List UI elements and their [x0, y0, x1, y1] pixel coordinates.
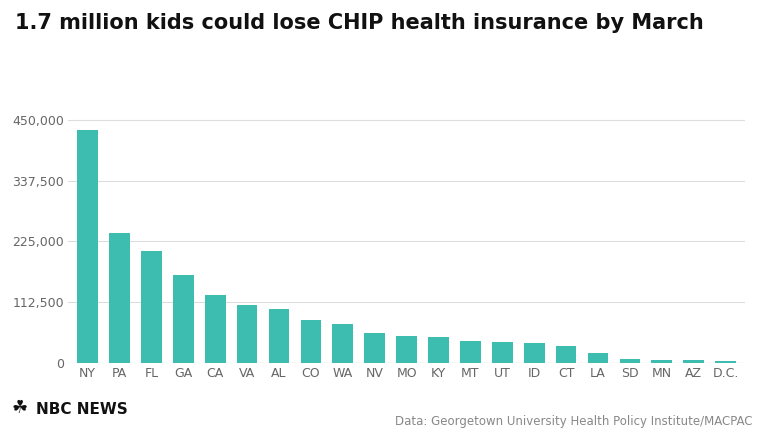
Bar: [524, 343, 545, 363]
Bar: [364, 333, 385, 363]
Bar: [332, 324, 353, 363]
Bar: [204, 295, 226, 363]
Bar: [587, 353, 609, 363]
Bar: [683, 360, 704, 363]
Bar: [460, 341, 481, 363]
Bar: [428, 337, 449, 363]
Bar: [173, 276, 194, 363]
Bar: [651, 359, 672, 363]
Bar: [78, 130, 98, 363]
Text: 1.7 million kids could lose CHIP health insurance by March: 1.7 million kids could lose CHIP health …: [15, 13, 704, 33]
Text: NBC NEWS: NBC NEWS: [36, 402, 128, 417]
Bar: [141, 251, 162, 363]
Bar: [396, 336, 417, 363]
Bar: [492, 342, 513, 363]
Bar: [619, 359, 641, 363]
Bar: [715, 361, 736, 363]
Bar: [556, 346, 577, 363]
Text: Data: Georgetown University Health Policy Institute/MACPAC: Data: Georgetown University Health Polic…: [395, 415, 752, 428]
Bar: [236, 305, 258, 363]
Text: ☘: ☘: [11, 399, 27, 417]
Bar: [300, 320, 321, 363]
Bar: [109, 233, 130, 363]
Bar: [268, 309, 290, 363]
